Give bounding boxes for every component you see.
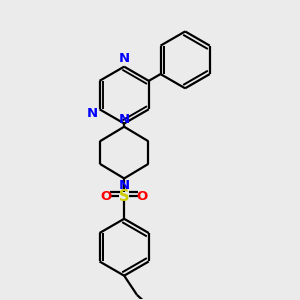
Text: O: O: [136, 190, 148, 203]
Text: N: N: [118, 52, 130, 65]
Text: N: N: [87, 107, 98, 120]
Text: O: O: [101, 190, 112, 203]
Text: N: N: [118, 113, 130, 126]
Text: N: N: [118, 179, 130, 192]
Text: S: S: [119, 189, 129, 204]
